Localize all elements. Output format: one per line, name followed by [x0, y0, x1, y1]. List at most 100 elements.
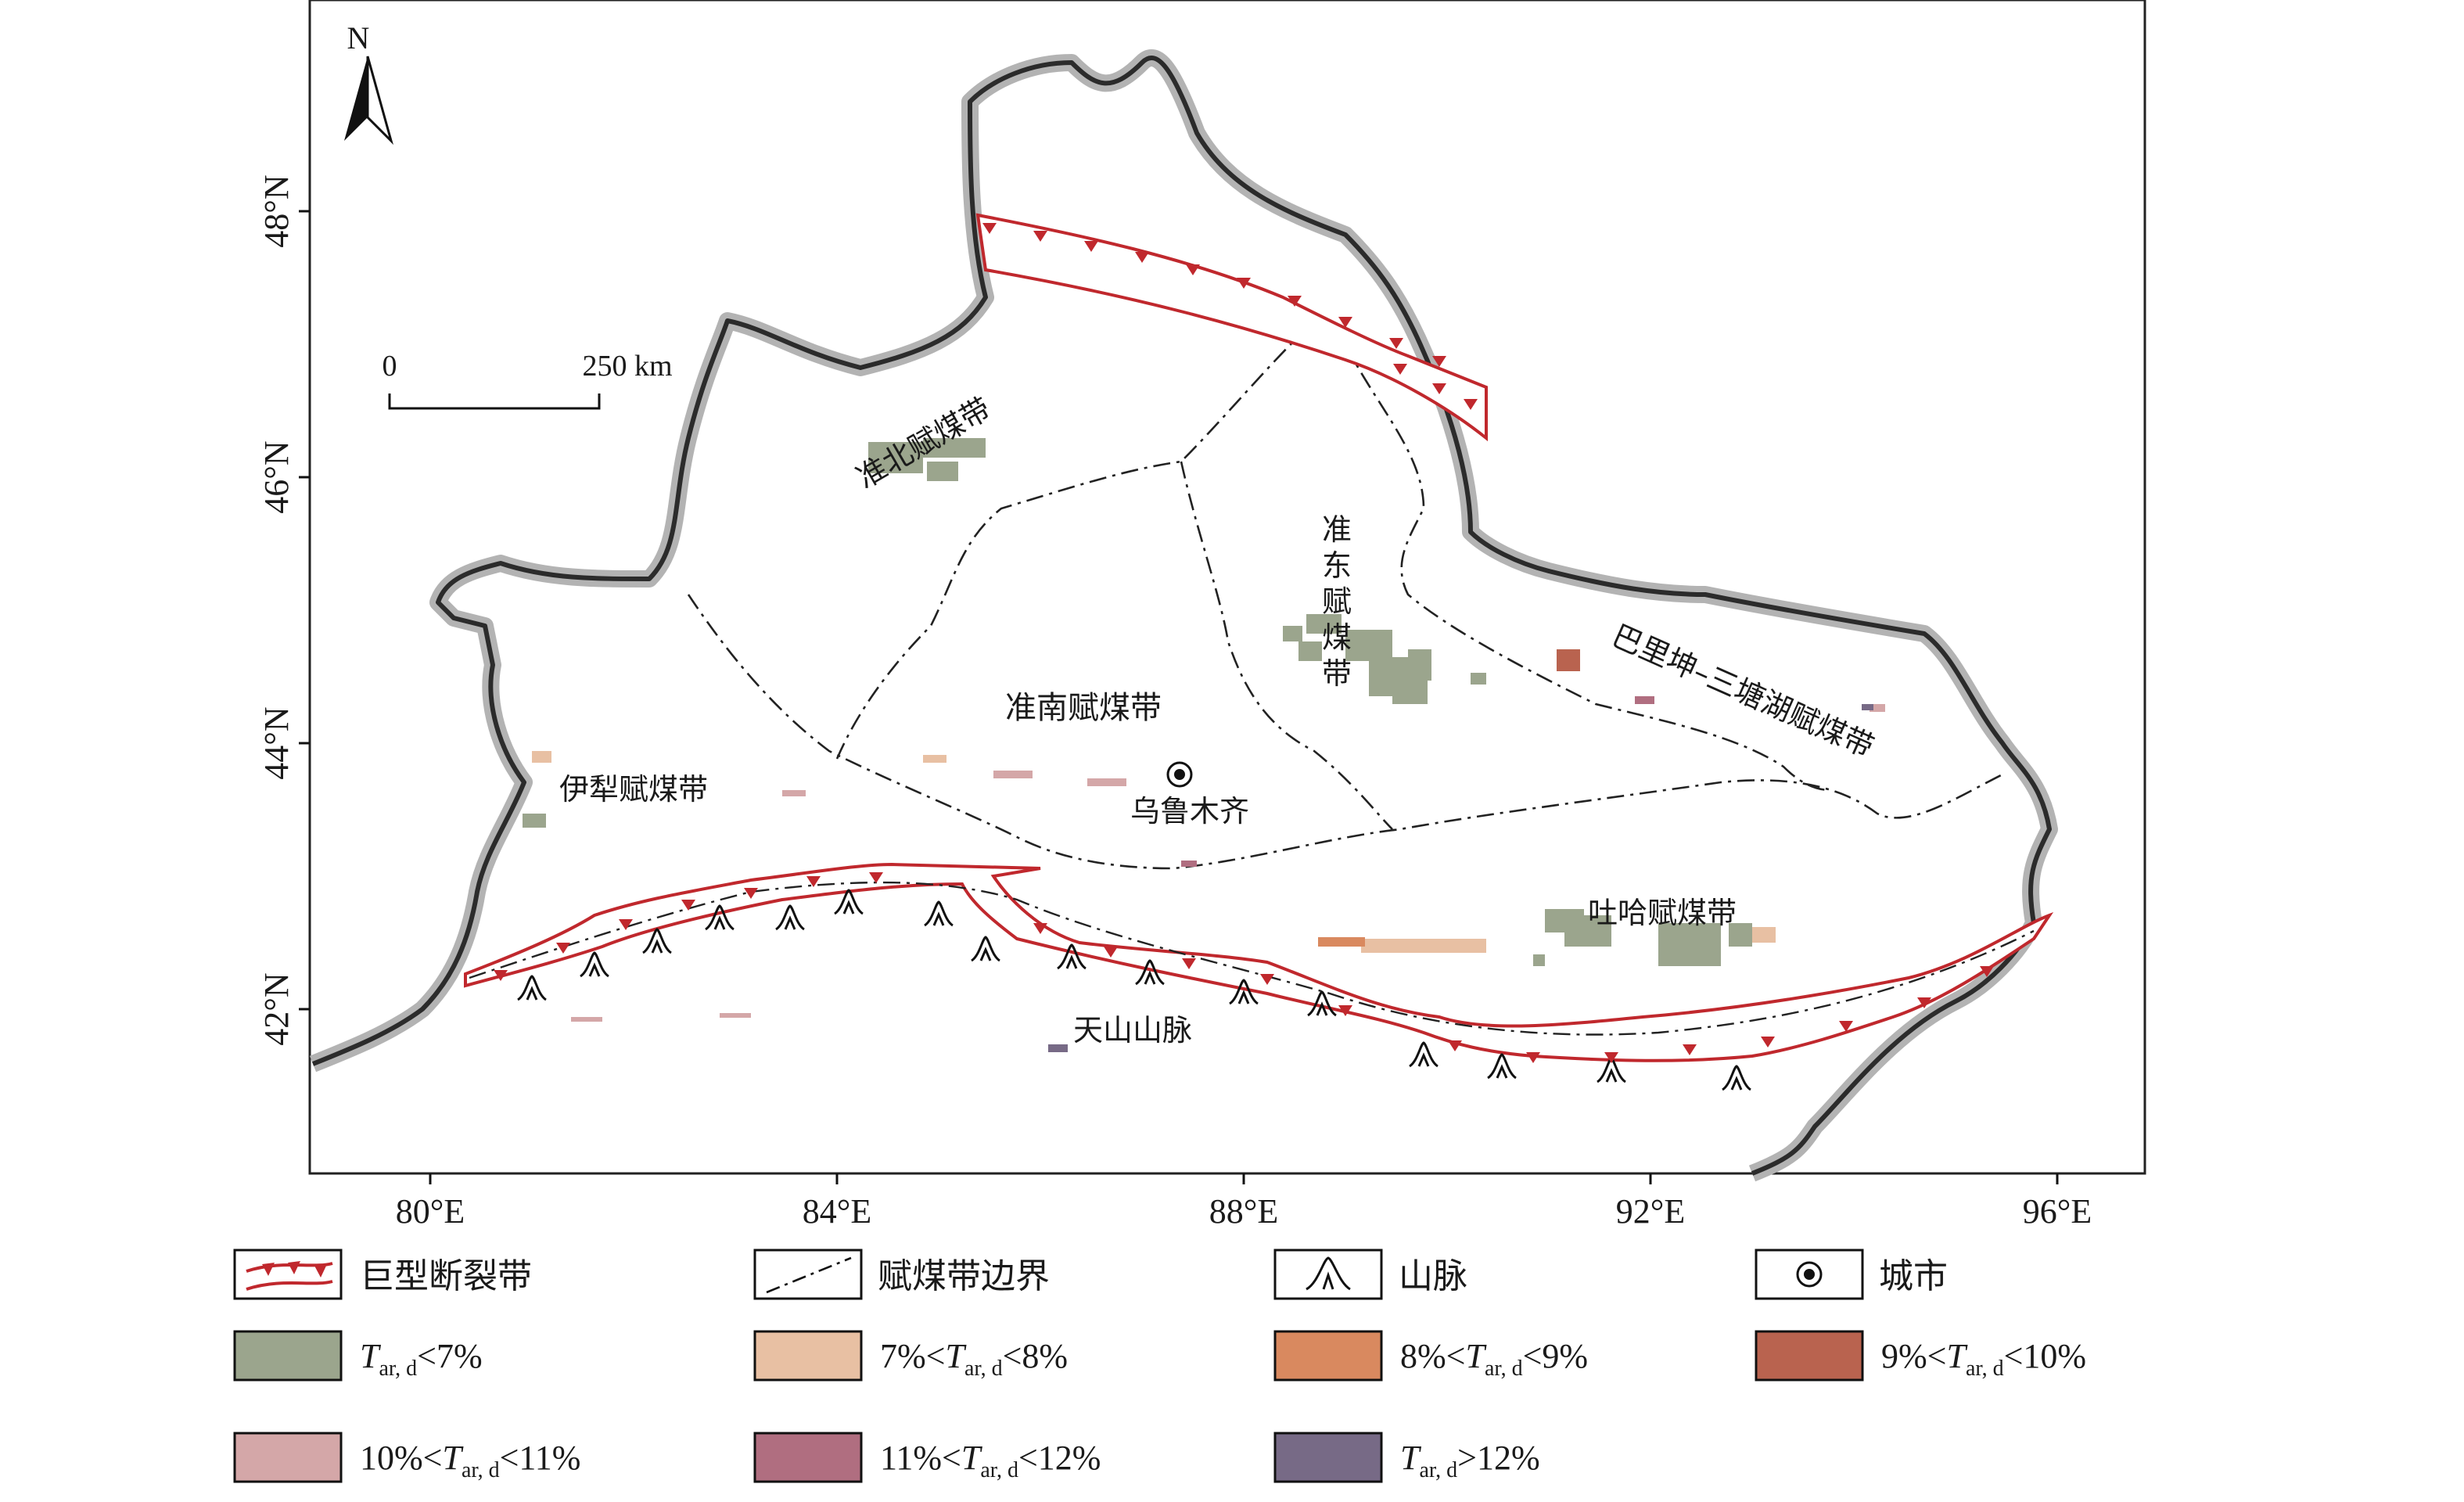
coal-patch: [927, 462, 958, 481]
fault-tooth: [1186, 264, 1200, 275]
mountain-symbol: [1057, 943, 1087, 970]
mountain-symbol: [580, 951, 609, 978]
lat-tick-label: 42°N: [257, 972, 296, 1045]
legend-swatch: [1273, 1330, 1383, 1382]
fault-tooth: [1389, 338, 1403, 349]
coal-patch: [1471, 673, 1486, 685]
coal-patch: [1298, 641, 1322, 661]
coal-patch: [1557, 649, 1580, 671]
legend-city: 城市: [1755, 1249, 1948, 1300]
fault-tooth: [1604, 1052, 1618, 1063]
lat-tick-label: 44°N: [257, 706, 296, 779]
fault-tooth: [1526, 1052, 1540, 1063]
coal-patches: [523, 438, 1885, 1052]
coal-patch: [923, 755, 946, 763]
coal-patch: [1752, 927, 1776, 943]
coal-patch: [1408, 649, 1431, 681]
fault-tooth: [681, 900, 695, 911]
svg-text:山脉: 山脉: [1399, 1256, 1467, 1296]
mountain-symbol: [924, 900, 954, 927]
coal-patch: [1345, 630, 1392, 661]
legend-class-label: 8%<Tar, d<9%: [1400, 1337, 1588, 1381]
legend-swatch: [1273, 1432, 1383, 1483]
legend-class: 10%<Tar, d<11%: [233, 1432, 580, 1483]
fault-tooth: [1288, 296, 1302, 307]
svg-text:巨型断裂带: 巨型断裂带: [360, 1256, 532, 1296]
coal-patch: [1870, 704, 1885, 712]
fault-tooth: [619, 919, 633, 930]
fault-tooth: [1182, 958, 1196, 969]
fault-tooth: [1839, 1021, 1853, 1032]
fault-tooth: [869, 872, 883, 883]
fault-teeth: [494, 223, 1994, 1063]
coal-patch: [1635, 696, 1654, 704]
fault-tooth: [556, 943, 570, 954]
coal-patch: [1439, 939, 1486, 953]
coal-patch: [1658, 923, 1721, 966]
svg-text:0: 0: [383, 350, 397, 383]
coal-patch: [868, 442, 923, 473]
svg-text:250 km: 250 km: [582, 350, 672, 383]
legend-class-label: 10%<Tar, d<11%: [360, 1439, 580, 1482]
legend-fault: 巨型断裂带: [233, 1249, 532, 1300]
coal-patch: [1087, 778, 1126, 786]
legend-class-label: Tar, d<7%: [360, 1337, 483, 1381]
legend: 巨型断裂带 赋煤带边界 山脉 城市 Tar, d<7% 7%<Tar, d<8% 8…: [233, 1249, 2086, 1483]
fault-tooth: [1033, 231, 1047, 242]
legend-class-label: 7%<Tar, d<8%: [880, 1337, 1068, 1381]
mountain-symbol: [642, 928, 672, 954]
lon-tick-label: 88°E: [1209, 1192, 1278, 1231]
fault-tooth: [1917, 997, 1931, 1008]
legend-class-label: Tar, d>12%: [1400, 1439, 1540, 1482]
fault-tooth: [1338, 317, 1352, 328]
label-tianshan: 天山山脉: [1073, 1013, 1192, 1047]
label-zhunnan: 准南赋煤带: [1005, 690, 1162, 726]
label-zhundong-char: 东: [1322, 548, 1352, 583]
mountain-symbol: [1722, 1065, 1751, 1091]
legend-class: 9%<Tar, d<10%: [1755, 1330, 2086, 1382]
coal-patch: [1306, 614, 1342, 634]
coal-patch: [1392, 681, 1428, 704]
legend-class-label: 9%<Tar, d<10%: [1881, 1337, 2086, 1381]
mountain-symbol: [705, 904, 735, 931]
fault-tooth: [1260, 974, 1274, 985]
fault-tooth: [1084, 241, 1098, 252]
svg-text:赋煤带边界: 赋煤带边界: [878, 1256, 1050, 1296]
coal-patch: [523, 814, 546, 828]
coal-patch: [1729, 923, 1752, 947]
lon-tick-label: 92°E: [1616, 1192, 1685, 1231]
coal-patch: [1533, 954, 1545, 966]
svg-text:城市: 城市: [1879, 1256, 1948, 1296]
coal-patch: [923, 438, 986, 458]
mountain-symbol: [775, 904, 805, 931]
lat-axis: 48°N 46°N 44°N 42°N: [257, 174, 310, 1046]
fault-zone-north: [975, 213, 1488, 442]
lat-tick-label: 48°N: [257, 174, 296, 247]
legend-class: Tar, d>12%: [1273, 1432, 1540, 1483]
legend-class: 11%<Tar, d<12%: [753, 1432, 1101, 1483]
fault-tooth: [1104, 947, 1118, 958]
legend-class: 8%<Tar, d<9%: [1273, 1330, 1588, 1382]
scale-bar: 0 250 km: [383, 350, 673, 410]
fault-tooth: [1980, 966, 1994, 977]
fault-tooth: [806, 876, 821, 887]
fault-tooth: [1393, 364, 1407, 375]
fault-tooth: [1464, 399, 1478, 410]
mountain-symbol: [1229, 979, 1259, 1005]
legend-swatch: [753, 1330, 863, 1382]
coal-patch: [571, 1017, 602, 1022]
label-zhundong-char: 煤: [1322, 620, 1352, 655]
coal-patch: [1283, 626, 1302, 641]
coal-patch: [532, 751, 551, 763]
legend-class: Tar, d<7%: [233, 1330, 483, 1382]
coal-patch: [1564, 915, 1611, 947]
fault-tooth: [1432, 383, 1446, 394]
label-zhundong-char: 带: [1322, 656, 1352, 691]
fault-tooth: [1448, 1040, 1462, 1051]
mountain-symbol: [971, 936, 1000, 962]
label-tuha: 吐哈赋煤带: [1588, 896, 1737, 930]
fault-tooth: [1338, 1005, 1352, 1016]
label-city-urumqi: 乌鲁木齐: [1130, 794, 1249, 828]
north-arrow: N: [344, 20, 393, 146]
